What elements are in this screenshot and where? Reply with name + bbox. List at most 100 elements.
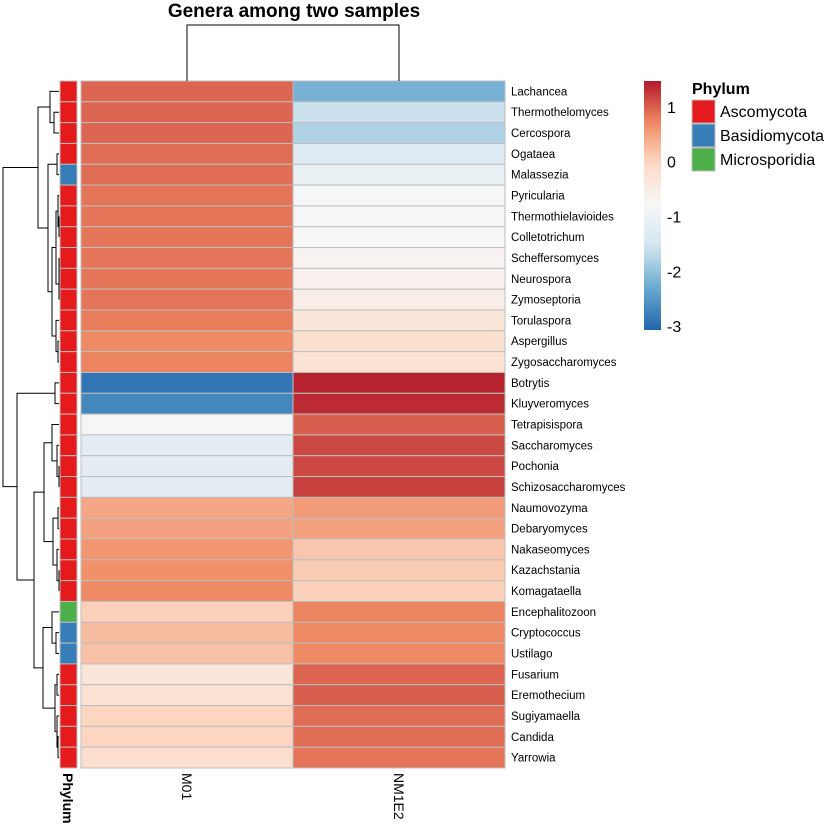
colorbar-tick-label: -1 bbox=[667, 209, 681, 226]
colorbar-tick-label: -3 bbox=[667, 319, 681, 336]
heatmap-cell bbox=[80, 600, 294, 623]
heatmap-cell bbox=[80, 517, 294, 540]
annotation-cell bbox=[59, 559, 78, 582]
row-label: Thermothelomyces bbox=[511, 107, 609, 119]
chart-title: Genera among two samples bbox=[167, 1, 421, 22]
annotation-cell bbox=[59, 455, 78, 478]
annotation-cell bbox=[59, 205, 78, 228]
heatmap-cell bbox=[292, 247, 506, 269]
annotation-cell bbox=[59, 142, 78, 165]
row-label: Naumovozyma bbox=[511, 503, 588, 515]
heatmap-cell bbox=[292, 746, 506, 769]
annotation-cell bbox=[59, 663, 78, 686]
heatmap-cell bbox=[292, 184, 506, 207]
row-label: Komagataella bbox=[511, 586, 582, 598]
heatmap-cell bbox=[292, 684, 506, 707]
heatmap-cell bbox=[80, 371, 294, 394]
annotation-cell bbox=[59, 351, 78, 373]
heatmap-cell bbox=[80, 142, 294, 165]
heatmap-cell bbox=[292, 496, 506, 519]
annotation-cell bbox=[59, 434, 78, 457]
annotation-cell bbox=[59, 684, 78, 707]
heatmap-cell bbox=[80, 705, 294, 727]
heatmap-cell bbox=[292, 351, 506, 373]
row-label: Pyricularia bbox=[511, 191, 565, 203]
heatmap-cell bbox=[80, 496, 294, 519]
annotation-cell bbox=[59, 288, 78, 311]
heatmap-cell bbox=[80, 288, 294, 311]
annotation-cell bbox=[59, 330, 78, 353]
heatmap-cell bbox=[80, 559, 294, 582]
legend-label: Ascomycota bbox=[720, 104, 807, 121]
annotation-cell bbox=[59, 476, 78, 498]
annotation-cell bbox=[59, 101, 78, 124]
heatmap-cell bbox=[80, 413, 294, 436]
row-dendrogram bbox=[2, 90, 60, 759]
row-label: Kluyveromyces bbox=[511, 399, 589, 411]
heatmap-cell bbox=[292, 309, 506, 332]
heatmap-cell bbox=[80, 684, 294, 707]
row-label: Sugiyamaella bbox=[511, 711, 581, 723]
heatmap-cell bbox=[80, 663, 294, 686]
row-label: Pochonia bbox=[511, 461, 560, 473]
heatmap-cell bbox=[80, 725, 294, 748]
heatmap-cell bbox=[292, 559, 506, 582]
heatmap-cell bbox=[292, 434, 506, 457]
row-label: Torulaspora bbox=[511, 315, 572, 327]
legend-swatch bbox=[691, 123, 716, 148]
column-label: NM1E2 bbox=[391, 773, 407, 820]
row-label: Schizosaccharomyces bbox=[511, 482, 626, 494]
row-label: Fusarium bbox=[511, 669, 559, 681]
row-label: Zygosaccharomyces bbox=[511, 357, 617, 369]
heatmap-cell bbox=[292, 205, 506, 228]
annotation-cell bbox=[59, 267, 78, 290]
annotation-cell bbox=[59, 580, 78, 602]
row-label: Kazachstania bbox=[511, 565, 581, 577]
annotation-cell bbox=[59, 163, 78, 186]
row-label: Scheffersomyces bbox=[511, 253, 599, 265]
annotation-cell bbox=[59, 496, 78, 519]
annotation-cell bbox=[59, 371, 78, 394]
row-label: Candida bbox=[511, 732, 554, 744]
row-label: Thermothielavioides bbox=[511, 211, 614, 223]
row-label: Nakaseomyces bbox=[511, 544, 590, 556]
annotation-cell bbox=[59, 517, 78, 540]
heatmap-cell bbox=[80, 267, 294, 290]
annotation-cell bbox=[59, 413, 78, 436]
annotation-cell bbox=[59, 621, 78, 644]
heatmap-cell bbox=[80, 184, 294, 207]
heatmap-cell bbox=[292, 267, 506, 290]
row-label: Colletotrichum bbox=[511, 232, 585, 244]
heatmap-cell bbox=[80, 163, 294, 186]
heatmap-cell bbox=[292, 226, 506, 249]
row-label: Eremothecium bbox=[511, 690, 585, 702]
heatmap-cell bbox=[292, 330, 506, 353]
heatmap-cell bbox=[80, 642, 294, 665]
annotation-cell bbox=[59, 538, 78, 561]
heatmap-cell bbox=[292, 371, 506, 394]
heatmap-cell bbox=[80, 205, 294, 228]
heatmap-cell bbox=[80, 101, 294, 124]
row-label: Saccharomyces bbox=[511, 440, 593, 452]
heatmap-cell bbox=[292, 517, 506, 540]
heatmap-cell bbox=[292, 580, 506, 602]
row-label: Yarrowia bbox=[511, 753, 556, 765]
heatmap-cell bbox=[80, 580, 294, 602]
annotation-legend-title: Phylum bbox=[692, 81, 750, 98]
heatmap-cell bbox=[80, 621, 294, 644]
heatmap-cell bbox=[80, 434, 294, 457]
colorbar-tick-label: 0 bbox=[667, 155, 676, 172]
row-label: Zymoseptoria bbox=[511, 295, 581, 307]
row-label: Neurospora bbox=[511, 274, 572, 286]
row-label: Encephalitozoon bbox=[511, 607, 596, 619]
annotation-cell bbox=[59, 80, 78, 103]
heatmap-cell bbox=[80, 392, 294, 415]
heatmap-cell bbox=[292, 142, 506, 165]
heatmap-cell bbox=[80, 455, 294, 478]
annotation-cell bbox=[59, 642, 78, 665]
heatmap-cell bbox=[80, 330, 294, 353]
heatmap-cell bbox=[292, 413, 506, 436]
heatmap-cell bbox=[80, 476, 294, 498]
heatmap-cell bbox=[292, 455, 506, 478]
legend-label: Microsporidia bbox=[720, 152, 815, 169]
